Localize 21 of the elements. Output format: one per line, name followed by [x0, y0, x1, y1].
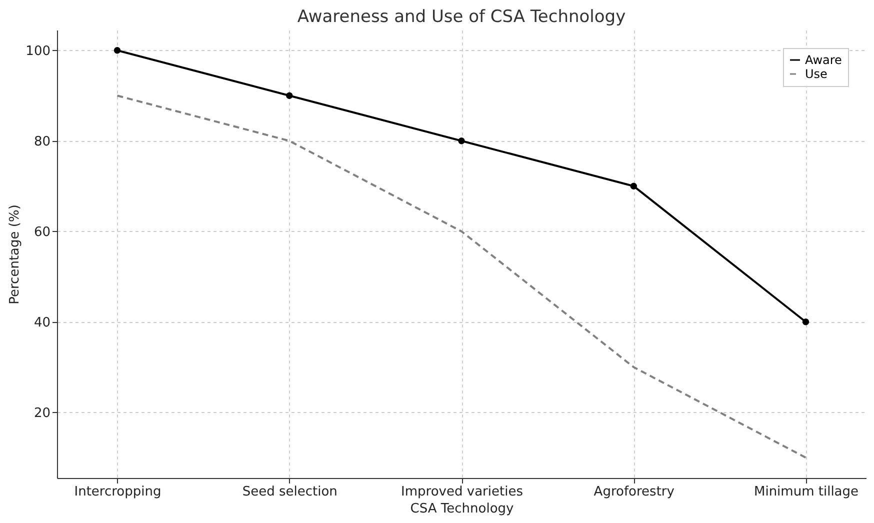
- y-tick-label: 60: [34, 224, 50, 240]
- x-tick-label: Intercropping: [74, 484, 162, 500]
- chart-title: Awareness and Use of CSA Technology: [297, 7, 626, 27]
- y-axis-title: Percentage (%): [8, 204, 23, 304]
- y-tick-label: 20: [34, 406, 50, 421]
- point: [630, 182, 637, 190]
- x-tick-label: Minimum tillage: [754, 484, 859, 500]
- point: [286, 92, 293, 99]
- y-tick-label: 80: [34, 134, 50, 150]
- point: [458, 138, 465, 144]
- y-tick-label: 100: [26, 44, 50, 59]
- x-tick-label: Seed selection: [242, 484, 338, 500]
- x-tick-label: Improved varieties: [401, 484, 524, 500]
- x-tick-label: Agroforestry: [594, 484, 675, 500]
- y-tick-label: 40: [34, 315, 50, 330]
- point: [114, 47, 121, 54]
- line-series: [116, 94, 807, 459]
- x-axis-title: CSA Technology: [410, 502, 514, 516]
- point: [802, 318, 810, 326]
- legend-label: Use: [805, 67, 828, 81]
- legend-label: Aware: [805, 53, 842, 67]
